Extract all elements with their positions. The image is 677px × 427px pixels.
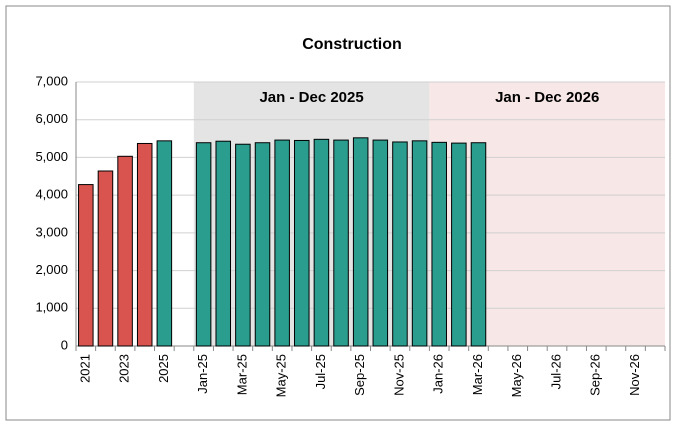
x-tick-label: 2021 bbox=[77, 354, 92, 383]
bar bbox=[274, 139, 290, 347]
y-tick-label: 0 bbox=[61, 337, 68, 352]
x-tick-label: Jan-25 bbox=[195, 354, 210, 394]
x-tick-label: 2023 bbox=[117, 354, 132, 383]
bar bbox=[78, 184, 94, 347]
x-tick-label: Sep-25 bbox=[352, 354, 367, 396]
y-tick-label: 2,000 bbox=[35, 262, 68, 277]
bar bbox=[136, 142, 153, 347]
x-tick-label: Mar-26 bbox=[470, 354, 485, 395]
x-tick-label: May-26 bbox=[509, 354, 524, 397]
region-label: Jan - Dec 2026 bbox=[495, 89, 599, 106]
bar bbox=[97, 170, 114, 347]
bar bbox=[431, 141, 447, 347]
bar bbox=[195, 142, 212, 347]
bar bbox=[411, 140, 428, 347]
x-tick-label: Nov-26 bbox=[627, 354, 642, 396]
bar bbox=[294, 139, 310, 347]
region-label: Jan - Dec 2025 bbox=[259, 89, 363, 106]
chart-title: Construction bbox=[302, 36, 402, 53]
bar bbox=[313, 138, 330, 347]
x-tick-label: Sep-26 bbox=[588, 354, 603, 396]
bar bbox=[235, 143, 251, 347]
bar bbox=[156, 140, 173, 347]
y-tick-label: 1,000 bbox=[35, 300, 68, 315]
bar bbox=[372, 139, 389, 347]
x-tick-label: Jul-26 bbox=[548, 354, 563, 389]
bar bbox=[352, 137, 369, 347]
bar bbox=[392, 141, 408, 347]
x-tick-label: Jan-26 bbox=[431, 354, 446, 394]
bar bbox=[215, 140, 232, 347]
bar bbox=[333, 139, 349, 347]
bar bbox=[254, 142, 271, 347]
y-tick-label: 6,000 bbox=[35, 111, 68, 126]
y-tick-label: 4,000 bbox=[35, 187, 68, 202]
y-tick-label: 3,000 bbox=[35, 224, 68, 239]
x-tick-label: 2025 bbox=[156, 354, 171, 383]
x-tick-label: Mar-25 bbox=[234, 354, 249, 395]
bar bbox=[117, 155, 133, 347]
x-tick-label: Nov-25 bbox=[391, 354, 406, 396]
x-tick-label: May-25 bbox=[274, 354, 289, 397]
y-tick-label: 7,000 bbox=[35, 73, 68, 88]
x-tick-label: Jul-25 bbox=[313, 354, 328, 389]
shaded-region bbox=[429, 82, 665, 346]
bar bbox=[451, 142, 467, 347]
shaded-region bbox=[193, 82, 430, 346]
y-tick-label: 5,000 bbox=[35, 149, 68, 164]
bar bbox=[470, 142, 487, 347]
